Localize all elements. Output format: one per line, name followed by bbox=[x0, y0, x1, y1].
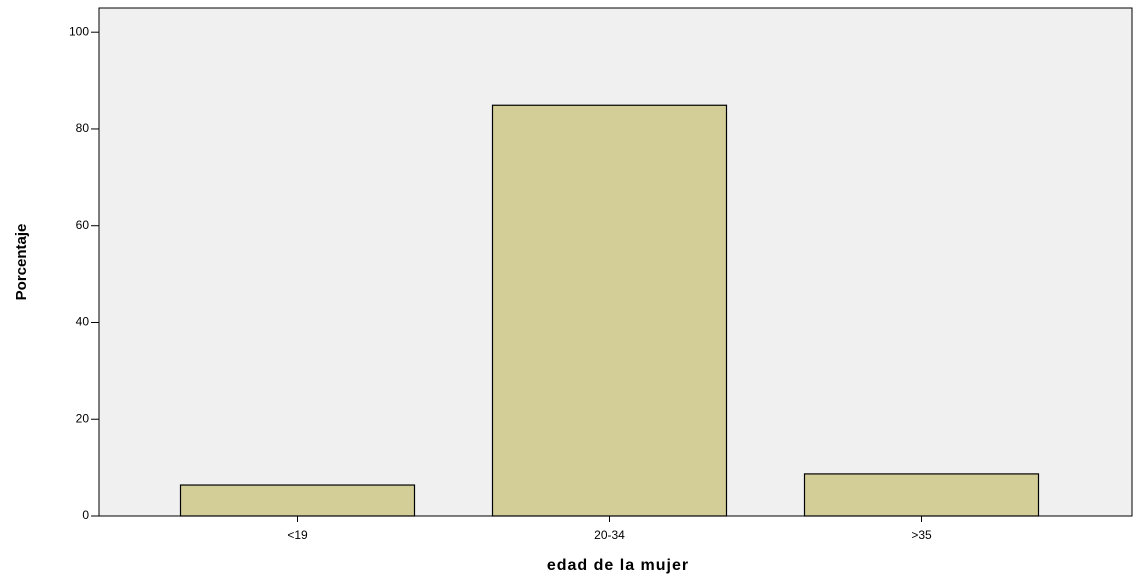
x-tick-label: <19 bbox=[287, 528, 308, 542]
y-tick-label: 60 bbox=[76, 218, 90, 232]
y-axis-label: Porcentaje bbox=[13, 224, 30, 301]
bar bbox=[179, 484, 416, 517]
y-tick-label: 80 bbox=[76, 121, 90, 135]
y-tick-label: 40 bbox=[76, 315, 90, 329]
bar bbox=[491, 104, 728, 517]
y-tick-label: 0 bbox=[82, 508, 89, 522]
y-tick-label: 20 bbox=[76, 411, 90, 425]
bar bbox=[803, 473, 1040, 517]
x-tick-label: 20-34 bbox=[594, 528, 625, 542]
y-tick-label: 100 bbox=[69, 24, 89, 38]
x-tick-label: >35 bbox=[911, 528, 932, 542]
x-axis-label: edad de la mujer bbox=[547, 557, 689, 574]
